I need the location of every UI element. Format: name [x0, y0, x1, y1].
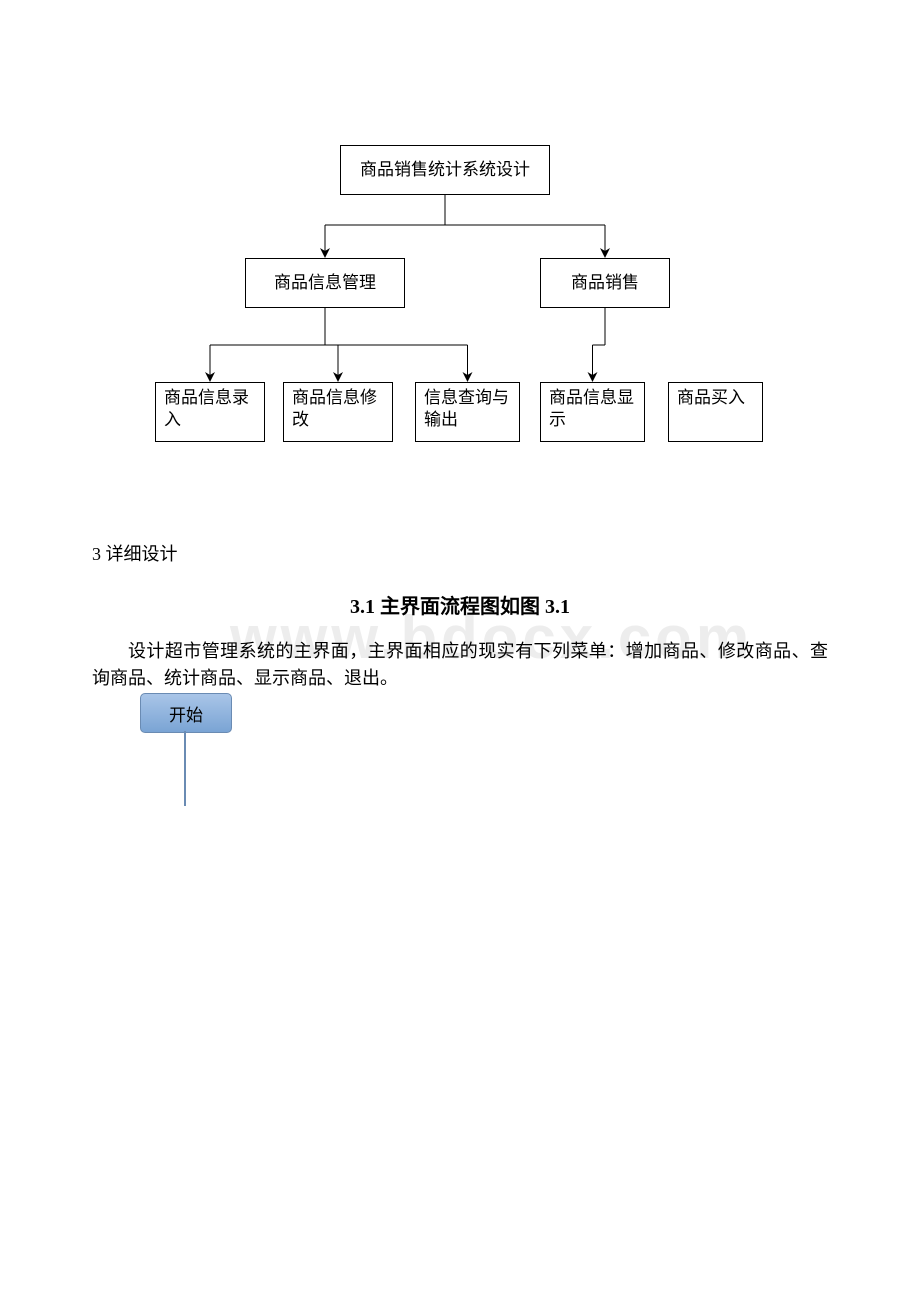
- flowchart-start-node: 开始: [140, 693, 232, 733]
- diagram-node-root: 商品销售统计系统设计: [340, 145, 550, 195]
- diagram-node-leaf4: 商品信息显示: [540, 382, 645, 442]
- diagram-node-leaf2: 商品信息修改: [283, 382, 393, 442]
- body-paragraph: 设计超市管理系统的主界面，主界面相应的现实有下列菜单：增加商品、修改商品、查询商…: [92, 638, 828, 692]
- system-structure-diagram: 商品销售统计系统设计商品信息管理商品销售商品信息录入商品信息修改信息查询与输出商…: [0, 0, 920, 470]
- flowchart-start-connector: [184, 731, 186, 806]
- diagram-node-sales: 商品销售: [540, 258, 670, 308]
- diagram-node-mgmt: 商品信息管理: [245, 258, 405, 308]
- diagram-node-leaf5: 商品买入: [668, 382, 763, 442]
- page: www.bdocx.com 商品销售统计系统设计商品信息管理商品销售商品信息录入…: [0, 0, 920, 1302]
- diagram-node-leaf3: 信息查询与输出: [415, 382, 520, 442]
- start-label: 开始: [169, 701, 203, 726]
- section-3-label: 3 详细设计: [92, 540, 178, 566]
- section-3-1-heading: 3.1 主界面流程图如图 3.1: [0, 590, 920, 619]
- diagram-node-leaf1: 商品信息录入: [155, 382, 265, 442]
